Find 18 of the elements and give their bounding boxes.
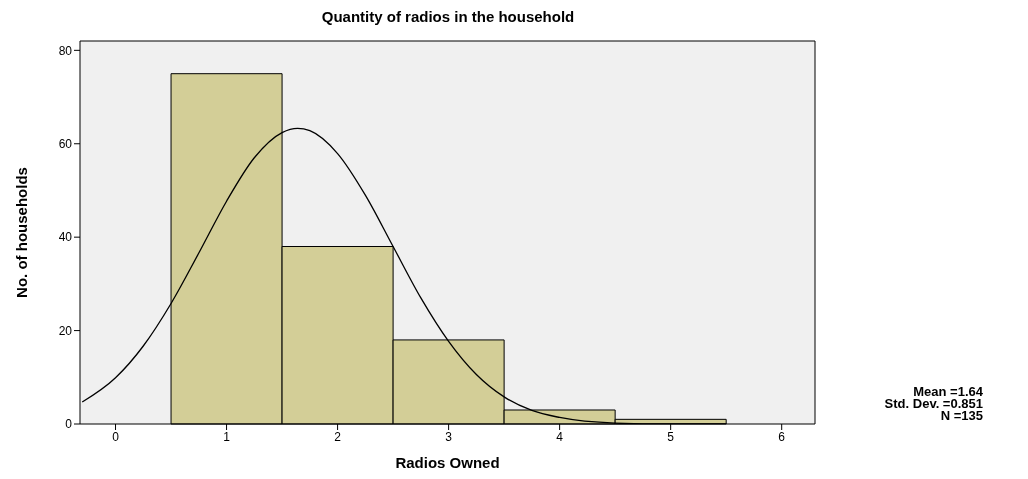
x-tick-label: 1 bbox=[223, 429, 231, 444]
x-tick-label: 5 bbox=[667, 429, 675, 444]
text: Mean =1.64 bbox=[912, 384, 983, 399]
x-tick-label: 0 bbox=[112, 429, 120, 444]
text: N =135 bbox=[939, 408, 983, 423]
y-tick-label: 40 bbox=[58, 230, 73, 245]
x-tick-label: 3 bbox=[445, 429, 453, 444]
x-tick-label: 6 bbox=[778, 429, 786, 444]
y-tick-label: 60 bbox=[58, 137, 73, 152]
x-axis-title: Radios Owned bbox=[395, 454, 500, 471]
chart-title: Quantity of radios in the household bbox=[320, 8, 576, 25]
y-axis-title: No. of households bbox=[13, 167, 31, 298]
x-tick-label: 2 bbox=[334, 429, 342, 444]
y-tick-label: 80 bbox=[58, 43, 73, 58]
y-tick-label: 0 bbox=[65, 417, 73, 432]
x-tick-label: 4 bbox=[556, 429, 564, 444]
y-tick-label: 20 bbox=[58, 323, 73, 338]
text: Std. Dev. =0.851 bbox=[883, 396, 983, 411]
